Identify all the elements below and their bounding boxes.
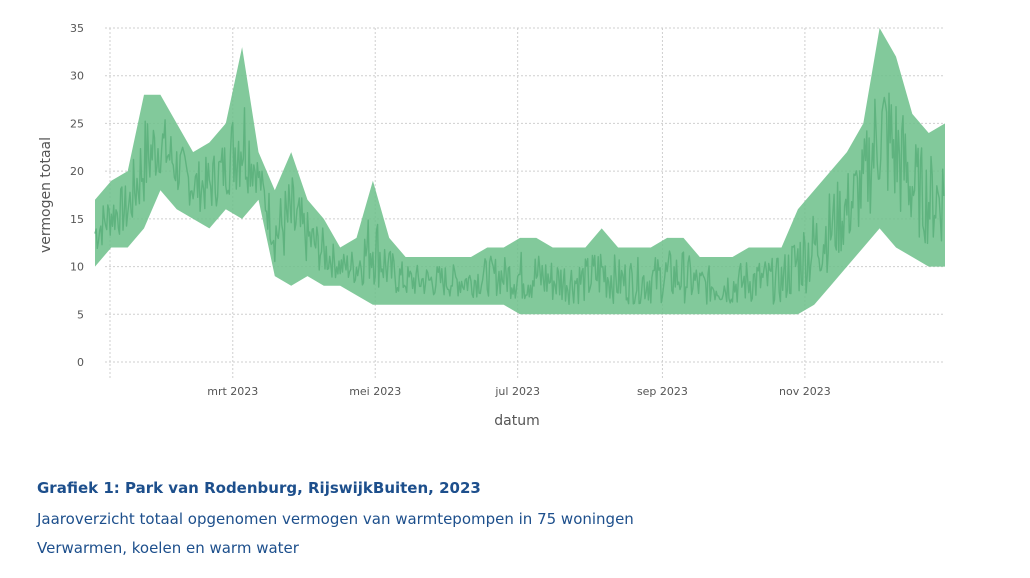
figure-caption-title: Grafiek 1: Park van Rodenburg, RijswijkB… [37,479,481,497]
y-tick-label: 5 [77,308,84,321]
y-tick-label: 25 [70,117,84,130]
series-line [94,92,945,305]
x-tick-label: jul 2023 [494,385,540,398]
x-tick-label: mrt 2023 [207,385,258,398]
figure-caption-line-2: Verwarmen, koelen en warm water [37,539,299,557]
y-axis-label: vermogen totaal [38,137,54,253]
y-tick-label: 15 [70,213,84,226]
y-tick-label: 0 [77,356,84,369]
x-tick-labels: mrt 2023 mei 2023 jul 2023 sep 2023 nov 2023 [207,385,830,398]
y-tick-label: 20 [70,165,84,178]
y-tick-labels: 0 5 10 15 20 25 30 35 [70,22,84,369]
y-tick-label: 10 [70,261,84,274]
x-tick-label: nov 2023 [779,385,831,398]
x-axis-label: datum [494,413,539,429]
series-envelope [95,28,945,315]
series-area [94,28,945,315]
x-tick-label: mei 2023 [349,385,401,398]
y-tick-label: 35 [70,22,84,35]
x-tick-label: sep 2023 [637,385,688,398]
chart-canvas: 0 5 10 15 20 25 30 35 mrt 2023 mei 2023 jul 2023 s… [38,22,945,429]
figure-caption-line-1: Jaaroverzicht totaal opgenomen vermogen … [37,510,634,528]
y-tick-label: 30 [70,70,84,83]
